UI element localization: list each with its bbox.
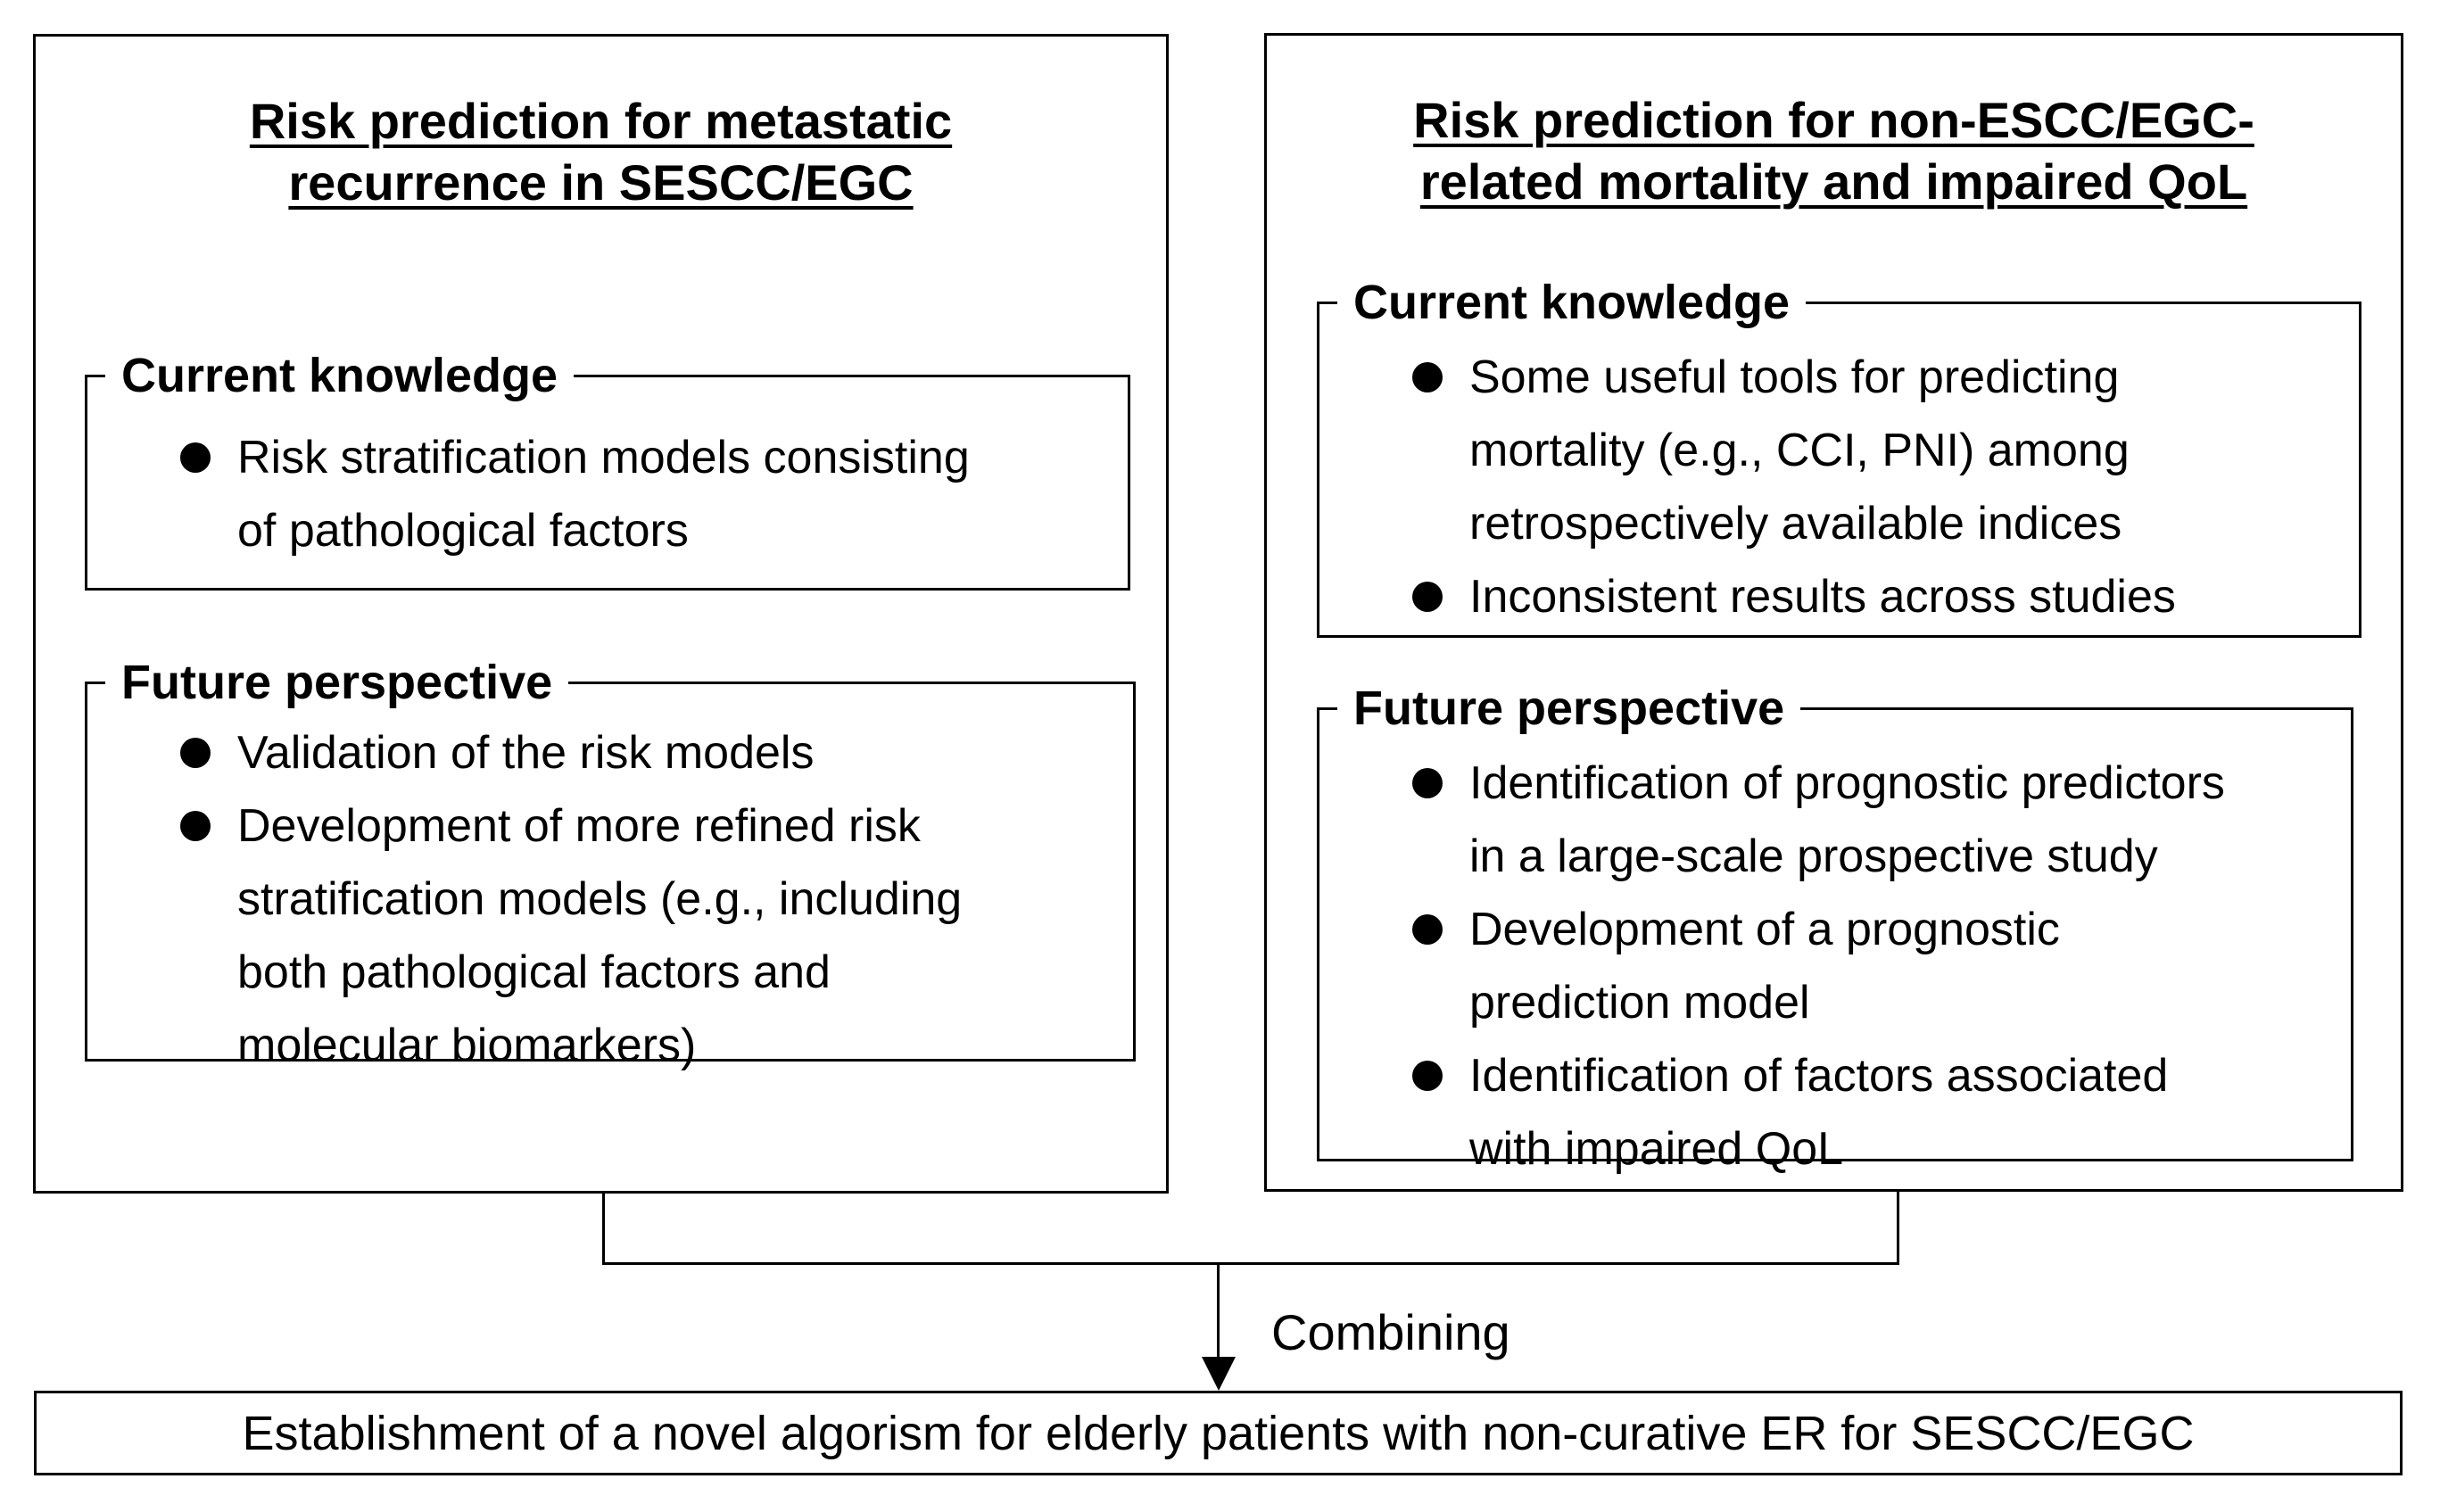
list-item-text: Some useful tools for predicting mortali…	[1469, 351, 2130, 549]
right-current-knowledge-box: Current knowledge Some useful tools for …	[1317, 274, 2361, 638]
left-future-perspective-box: Future perspective Validation of the ris…	[85, 654, 1136, 1071]
bullet-icon	[1412, 914, 1443, 945]
right-panel-drop-line	[1897, 1192, 1899, 1265]
outcome-box: Establishment of a novel algorism for el…	[34, 1391, 2403, 1475]
list-item: Some useful tools for predicting mortali…	[1412, 341, 2359, 560]
bullet-icon	[1412, 362, 1443, 392]
list-item-text: Identification of factors associated wit…	[1469, 1050, 2169, 1175]
left-current-knowledge-heading: Current knowledge	[105, 347, 575, 404]
bullet-icon	[180, 738, 211, 768]
list-item: Validation of the risk models	[180, 716, 1133, 789]
right-future-perspective-box: Future perspective Identification of pro…	[1317, 680, 2353, 1175]
outcome-text: Establishment of a novel algorism for el…	[242, 1406, 2195, 1460]
list-item-text: Identification of prognostic predictors …	[1469, 757, 2225, 882]
list-item-text: Risk stratification models consisting of…	[237, 432, 970, 557]
left-current-knowledge-box: Current knowledge Risk stratification mo…	[85, 347, 1130, 591]
left-future-perspective-heading: Future perspective	[105, 654, 569, 711]
bullet-icon	[1412, 768, 1443, 798]
list-item: Inconsistent results across studies	[1412, 560, 2359, 633]
combining-label: Combining	[1271, 1304, 1510, 1360]
left-panel-drop-line	[602, 1194, 605, 1265]
left-future-perspective-list: Validation of the risk models Developmen…	[87, 684, 1133, 1082]
right-panel-title: Risk prediction for non-ESCC/EGC- relate…	[1267, 89, 2401, 212]
join-line	[602, 1262, 1899, 1265]
right-panel-title-line2: related mortality and impaired QoL	[1419, 153, 2248, 210]
arrow-down-icon	[1202, 1357, 1236, 1391]
bullet-icon	[180, 442, 211, 473]
list-item: Identification of prognostic predictors …	[1412, 747, 2351, 893]
list-item: Development of more refined risk stratif…	[180, 789, 1133, 1082]
left-current-knowledge-list: Risk stratification models consisting of…	[87, 377, 1128, 567]
right-panel-title-line1: Risk prediction for non-ESCC/EGC-	[1413, 92, 2254, 148]
combining-arrow-line	[1217, 1262, 1220, 1376]
list-item-text: Inconsistent results across studies	[1469, 571, 2176, 623]
bullet-icon	[1412, 582, 1443, 612]
bullet-icon	[180, 811, 211, 841]
list-item-text: Development of a prognostic prediction m…	[1469, 904, 2060, 1029]
list-item: Identification of factors associated wit…	[1412, 1039, 2351, 1186]
right-future-perspective-heading: Future perspective	[1337, 680, 1801, 737]
right-current-knowledge-list: Some useful tools for predicting mortali…	[1319, 304, 2359, 633]
bullet-icon	[1412, 1061, 1443, 1091]
left-panel-title-line2: recurrence in SESCC/EGC	[288, 154, 914, 211]
left-panel-title-line1: Risk prediction for metastatic	[249, 93, 953, 149]
list-item-text: Validation of the risk models	[237, 727, 815, 779]
list-item: Development of a prognostic prediction m…	[1412, 893, 2351, 1039]
right-current-knowledge-heading: Current knowledge	[1337, 274, 1807, 331]
list-item: Risk stratification models consisting of…	[180, 421, 1128, 567]
right-future-perspective-list: Identification of prognostic predictors …	[1319, 710, 2351, 1186]
list-item-text: Development of more refined risk stratif…	[237, 800, 963, 1071]
left-panel-title: Risk prediction for metastatic recurrenc…	[36, 90, 1166, 213]
